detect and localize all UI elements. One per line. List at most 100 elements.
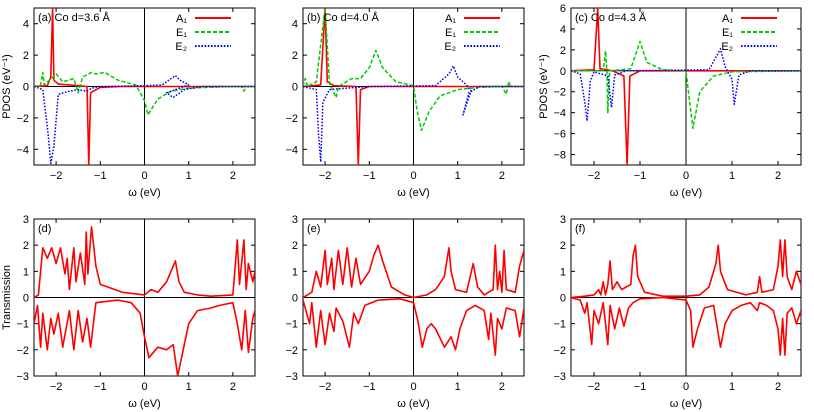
x-axis-label: ω (eV) [397, 187, 429, 199]
x-tick-label: −1 [363, 170, 376, 182]
series-group [34, 8, 255, 165]
y-tick-label: 0 [560, 293, 566, 305]
y-tick-label: −2 [553, 87, 566, 99]
y-tick-label: 1 [292, 266, 298, 278]
x-tick-label: −1 [634, 170, 647, 182]
x-tick-label: 2 [775, 381, 781, 393]
x-axis-label: ω (eV) [670, 398, 702, 410]
y-axis-label: Transmission [1, 265, 13, 330]
y-tick-label: 0 [23, 82, 29, 94]
y-tick-label: −2 [285, 113, 298, 125]
series-line-curve-1 [34, 299, 255, 376]
y-tick-label: 4 [560, 24, 566, 36]
x-tick-label: 1 [455, 381, 461, 393]
series-group [34, 226, 255, 376]
x-tick-label: −2 [319, 170, 332, 182]
y-tick-label: −8 [553, 150, 566, 162]
y-tick-label: 1 [23, 266, 29, 278]
y-tick-label: −4 [16, 144, 29, 156]
series-line-named-0 [303, 8, 524, 165]
x-tick-label: −2 [319, 381, 332, 393]
y-tick-label: 0 [292, 82, 298, 94]
x-tick-label: −2 [50, 170, 63, 182]
legend-label: E₂ [721, 41, 733, 53]
x-tick-label: 0 [410, 381, 416, 393]
panel-label: (d) [38, 223, 51, 235]
series-line-named-1 [34, 71, 255, 116]
y-tick-label: 2 [560, 45, 566, 57]
x-tick-label: 0 [683, 170, 689, 182]
panel-5: −2 −1 0 1 2 3 2 1 0 −1 −2 −3 ω (eV) (f) [553, 214, 802, 410]
y-axis-label: PDOS (eV⁻¹) [1, 54, 13, 118]
series-line-named-1 [571, 40, 801, 130]
y-tick-label: −3 [553, 371, 566, 383]
legend-label: A₁ [176, 13, 187, 25]
series-line-named-2 [303, 65, 524, 163]
x-tick-label: −2 [588, 170, 601, 182]
x-tick-label: 0 [683, 381, 689, 393]
y-tick-label: 2 [292, 240, 298, 252]
panel-label: (a) Co d=3.6 Å [38, 11, 111, 24]
legend-label: A₁ [722, 13, 733, 25]
panel-1: −2 −1 0 1 2 4 2 0 −2 −4 ω (eV) (b) Co d=4.0 Å A₁ E₁ E₂ [285, 7, 525, 199]
x-tick-label: 0 [410, 170, 416, 182]
x-tick-label: 2 [499, 170, 505, 182]
y-tick-label: −2 [16, 113, 29, 125]
x-tick-label: 1 [186, 381, 192, 393]
panel-label: (c) Co d=4.3 Å [575, 11, 647, 24]
legend-label: A₁ [445, 13, 456, 25]
y-tick-label: −4 [285, 144, 298, 156]
x-tick-label: 1 [186, 170, 192, 182]
panel-label: (f) [575, 223, 585, 235]
x-tick-label: 2 [499, 381, 505, 393]
x-tick-label: −1 [94, 381, 107, 393]
x-tick-label: 2 [230, 381, 236, 393]
y-tick-label: 0 [23, 293, 29, 305]
legend-label: E₁ [722, 27, 733, 39]
panel-label: (b) Co d=4.0 Å [307, 11, 380, 24]
y-tick-label: 3 [292, 214, 298, 226]
legend-label: E₁ [176, 27, 187, 39]
y-tick-label: 1 [560, 266, 566, 278]
x-tick-label: −1 [363, 381, 376, 393]
x-tick-label: −2 [50, 381, 63, 393]
y-tick-label: −6 [553, 129, 566, 141]
y-tick-label: 6 [560, 3, 566, 15]
x-axis-label: ω (eV) [128, 187, 160, 199]
series-group [303, 8, 524, 165]
legend-label: E₂ [175, 41, 187, 53]
y-tick-label: 2 [23, 240, 29, 252]
y-tick-label: 0 [292, 293, 298, 305]
y-tick-label: 4 [23, 19, 29, 31]
series-line-curve-0 [34, 226, 255, 299]
y-axis-label: PDOS (eV⁻¹) [538, 54, 550, 118]
series-line-curve-0 [303, 244, 524, 299]
x-axis-label: ω (eV) [397, 398, 429, 410]
series-group [303, 244, 524, 356]
y-tick-label: 3 [560, 214, 566, 226]
x-tick-label: −1 [94, 170, 107, 182]
y-tick-label: 4 [292, 19, 298, 31]
x-tick-label: 0 [141, 170, 147, 182]
panel-3: −2 −1 0 1 2 3 2 1 0 −1 −2 −3 ω (eV) Transmission (d) [1, 214, 256, 410]
y-tick-label: −3 [16, 371, 29, 383]
x-tick-label: 1 [729, 381, 735, 393]
series-line-curve-1 [571, 296, 801, 356]
x-tick-label: 1 [455, 170, 461, 182]
x-tick-label: −2 [588, 381, 601, 393]
y-tick-label: 3 [23, 214, 29, 226]
x-axis-label: ω (eV) [670, 187, 702, 199]
y-tick-label: −2 [285, 345, 298, 357]
panel-0: −2 −1 0 1 2 4 2 0 −2 −4 ω (eV) PDOS (eV⁻¹) (a) Co d=… [1, 7, 256, 199]
panel-2: −2 −1 0 1 2 6 4 2 0 −2 −4 −6 −8 ω (eV) PDOS (eV⁻¹) (c) … [538, 3, 802, 199]
series-line-named-1 [303, 8, 524, 132]
panel-label: (e) [307, 223, 320, 235]
x-tick-label: 2 [230, 170, 236, 182]
y-tick-label: −4 [553, 108, 566, 120]
x-tick-label: 1 [729, 170, 735, 182]
legend-label: E₂ [444, 41, 456, 53]
series-line-named-0 [34, 8, 255, 165]
legend-label: E₁ [445, 27, 456, 39]
x-axis-label: ω (eV) [128, 398, 160, 410]
